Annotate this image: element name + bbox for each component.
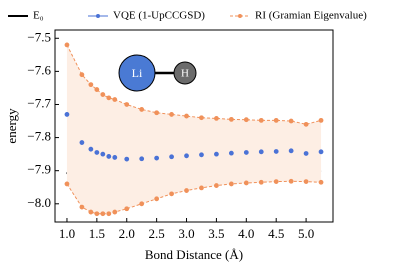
marker (124, 206, 130, 212)
marker (88, 209, 94, 215)
marker (199, 185, 204, 191)
y-tick-label: −7.5 (27, 29, 51, 44)
marker (100, 151, 106, 157)
marker (100, 92, 106, 97)
x-tick-label: 2.5 (149, 226, 165, 241)
marker (139, 156, 145, 162)
marker (258, 149, 264, 155)
series-line (66, 44, 322, 125)
marker (88, 82, 94, 88)
marker (258, 117, 264, 123)
marker (228, 116, 234, 122)
y-tick-label: −7.7 (27, 95, 51, 110)
marker (199, 152, 204, 158)
marker (79, 72, 85, 78)
marker (154, 196, 160, 202)
x-tick-label: 4.5 (268, 226, 284, 241)
legend-label: VQE (1-UpCCGSD) (113, 10, 205, 22)
marker (243, 117, 249, 123)
marker (184, 153, 189, 159)
legend-label: RI (Gramian Eigenvalue) (255, 10, 367, 22)
marker (112, 97, 118, 102)
marker (106, 154, 112, 159)
marker (214, 115, 219, 121)
y-tick-label: −8.0 (27, 195, 51, 210)
marker (288, 178, 294, 184)
marker (79, 204, 85, 210)
atom-label: H (181, 68, 189, 80)
marker (214, 183, 219, 188)
y-tick-label: −7.8 (27, 129, 51, 144)
x-tick-label: 4.0 (238, 226, 254, 241)
x-tick-label: 3.0 (178, 226, 194, 241)
marker (139, 201, 145, 207)
x-tick-label: 1.5 (89, 226, 105, 241)
marker (94, 87, 100, 92)
x-tick-label: 2.0 (119, 226, 135, 241)
marker (258, 179, 264, 185)
legend-label: E₀ (33, 10, 44, 22)
x-axis-label: Bond Distance (Å) (145, 247, 243, 262)
marker (88, 146, 94, 152)
legend-marker (238, 14, 242, 18)
atom (173, 61, 197, 85)
atom-label: Li (132, 66, 143, 80)
marker (112, 155, 118, 160)
marker (273, 149, 279, 154)
x-tick-label: 1.0 (59, 226, 75, 241)
marker (243, 150, 249, 155)
marker (139, 107, 145, 112)
marker (214, 151, 219, 157)
atom (118, 54, 156, 92)
marker (273, 117, 279, 123)
marker (64, 181, 70, 187)
y-tick-label: −7.6 (27, 62, 51, 77)
marker (94, 211, 100, 217)
marker (303, 121, 309, 127)
marker (303, 151, 309, 156)
marker (154, 155, 160, 161)
x-tick-label: 5.0 (298, 226, 314, 241)
band-area (66, 44, 322, 214)
y-tick-label: −7.9 (27, 162, 51, 177)
marker (100, 211, 106, 217)
marker (184, 188, 189, 193)
marker (318, 179, 324, 185)
x-tick-label: 3.5 (208, 226, 224, 241)
marker (169, 154, 174, 160)
marker (106, 95, 112, 101)
marker (64, 112, 70, 117)
marker (112, 209, 118, 215)
y-axis-label: energy (4, 108, 19, 144)
marker (228, 150, 234, 156)
marker (288, 118, 294, 124)
plot-frame (54, 29, 334, 223)
marker (64, 42, 70, 48)
marker (106, 211, 112, 217)
marker (318, 149, 324, 155)
marker (94, 150, 100, 155)
marker (169, 191, 174, 197)
marker (303, 179, 309, 185)
marker (169, 112, 174, 117)
marker (228, 181, 234, 187)
marker (124, 102, 130, 107)
marker (199, 115, 204, 121)
marker (273, 179, 279, 185)
marker (318, 117, 324, 123)
marker (154, 110, 160, 116)
marker (243, 180, 249, 186)
legend-marker (96, 14, 100, 18)
marker (184, 113, 189, 119)
marker (288, 148, 294, 154)
marker (79, 140, 85, 145)
marker (124, 156, 130, 162)
